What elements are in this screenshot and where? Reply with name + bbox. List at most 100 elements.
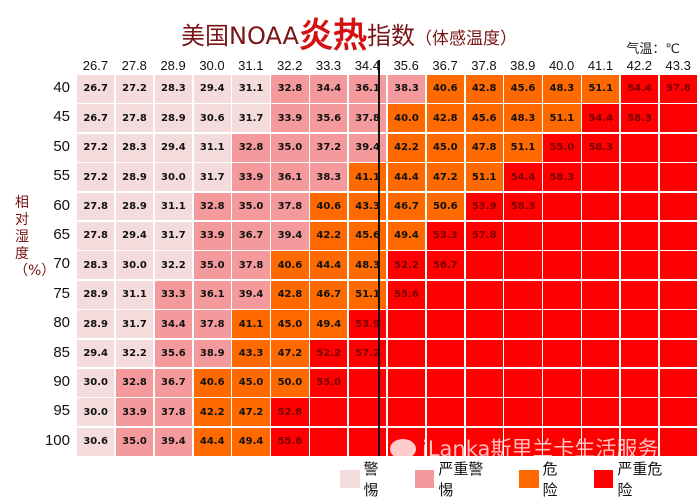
heat-index-cell: 47.2 — [270, 338, 310, 369]
heat-index-cell: 39.4 — [153, 426, 194, 457]
legend-swatch — [414, 470, 435, 488]
heat-index-cell: 54.4 — [619, 74, 660, 104]
heat-index-cell: 34.4 — [309, 74, 349, 104]
heat-index-cell: 44.4 — [386, 162, 427, 193]
heat-index-cell: 32.8 — [192, 191, 232, 222]
heat-index-cell: 48.3 — [503, 103, 543, 134]
heat-index-cell: 48.3 — [347, 250, 388, 281]
heat-index-cell: 54.4 — [503, 162, 543, 193]
heat-index-cell: 55.6 — [270, 426, 310, 457]
row-header-humidity: 90 — [53, 373, 70, 390]
heat-index-cell: 46.7 — [386, 191, 427, 222]
heat-index-cell — [619, 338, 660, 369]
heat-index-cell — [619, 426, 660, 457]
heat-index-cell: 51.1 — [347, 279, 388, 310]
heat-index-cell: 31.7 — [153, 221, 194, 251]
heat-index-cell: 28.9 — [114, 162, 155, 193]
heat-index-cell — [503, 338, 543, 369]
row-header-humidity: 100 — [44, 431, 70, 449]
heat-index-cell — [581, 368, 621, 398]
heat-index-cell: 44.4 — [192, 426, 232, 457]
heat-index-cell: 49.4 — [309, 309, 349, 340]
title-prefix: 美国NOAA — [181, 22, 299, 50]
heat-index-cell — [425, 338, 465, 369]
heat-index-cell — [581, 221, 621, 251]
heat-index-cell — [386, 397, 427, 428]
heat-index-cell — [658, 103, 698, 134]
heat-index-cell: 28.3 — [153, 74, 194, 104]
heat-index-cell: 31.7 — [114, 309, 155, 340]
heat-index-cell: 27.8 — [114, 103, 155, 134]
column-header-temperature: 34.4 — [354, 58, 381, 73]
heat-index-cell: 57.2 — [347, 338, 388, 369]
legend-swatch — [593, 470, 614, 488]
heat-index-cell: 47.2 — [231, 397, 271, 428]
heat-index-cell — [347, 397, 388, 428]
heat-index-cell: 28.9 — [76, 279, 116, 310]
heat-index-cell: 36.1 — [192, 279, 232, 310]
column-header-temperature: 43.3 — [665, 58, 691, 73]
heat-index-cell — [347, 426, 388, 457]
heat-index-cell — [581, 162, 621, 193]
heat-index-cell — [581, 309, 621, 340]
heat-index-cell: 40.6 — [425, 74, 465, 104]
legend-label: 严重警惕 — [438, 460, 484, 499]
divider-line — [378, 60, 380, 456]
legend-label: 严重危险 — [617, 460, 663, 499]
heat-index-cell — [658, 426, 698, 457]
heat-index-cell: 52.2 — [309, 338, 349, 369]
heat-index-cell: 33.9 — [231, 162, 271, 193]
heat-index-cell: 45.6 — [503, 74, 543, 104]
heat-index-cell — [581, 191, 621, 222]
row-header-humidity: 70 — [53, 255, 70, 273]
heat-index-cell: 33.9 — [114, 397, 155, 428]
heat-index-cell: 44.4 — [309, 250, 349, 281]
column-header-temperature: 37.8 — [471, 58, 497, 73]
heat-index-cell: 35.0 — [192, 250, 232, 281]
legend-item: 严重警惕 — [414, 458, 497, 500]
watermark-text: iLanka斯里兰卡生活服务 — [422, 437, 659, 461]
title-highlight: 炎热 — [298, 16, 367, 56]
heat-index-cell: 35.6 — [309, 103, 349, 134]
heat-index-cell: 55.0 — [309, 368, 349, 398]
heat-index-cell: 33.3 — [153, 279, 194, 310]
heat-index-cell — [503, 221, 543, 251]
legend-item: 警惕 — [340, 458, 393, 500]
heat-index-cell: 27.2 — [76, 132, 116, 163]
heat-index-cell: 37.8 — [270, 191, 310, 222]
row-header-humidity: 95 — [53, 402, 70, 420]
heat-index-cell: 58.3 — [619, 103, 660, 134]
heat-index-cell — [619, 397, 660, 428]
heat-index-cell: 42.2 — [386, 132, 427, 163]
row-header-humidity: 60 — [53, 196, 70, 214]
legend: 警惕 严重警惕 危险 严重危险 — [340, 458, 698, 500]
heat-index-cell: 33.9 — [270, 103, 310, 134]
heat-index-cell — [658, 162, 698, 193]
heat-index-cell — [658, 132, 698, 163]
heat-index-cell — [347, 368, 388, 398]
heat-index-cell: 42.8 — [270, 279, 310, 310]
title-suffix: 指数 — [366, 22, 415, 50]
heat-index-cell: 47.2 — [425, 162, 465, 193]
heat-index-cell: 28.3 — [76, 250, 116, 281]
heat-index-cell: 29.4 — [192, 74, 232, 104]
heat-index-cell: 56.7 — [425, 250, 465, 281]
heat-index-cell: 40.0 — [386, 103, 427, 134]
heat-index-cell — [309, 397, 349, 428]
heat-index-cell: 55.6 — [386, 279, 427, 310]
heat-index-cell: 32.8 — [270, 74, 310, 104]
watermark: iLanka斯里兰卡生活服务 — [390, 433, 658, 463]
heat-index-cell: 32.8 — [231, 132, 271, 163]
heat-index-cell — [542, 221, 582, 251]
heat-index-cell: 41.1 — [347, 162, 388, 193]
heat-index-cell: 35.0 — [231, 191, 271, 222]
heat-index-cell: 54.4 — [581, 103, 621, 134]
heat-index-cell — [464, 368, 504, 398]
heat-index-cell: 31.7 — [192, 162, 232, 193]
heat-index-cell: 58.3 — [542, 162, 582, 193]
heat-index-cell — [542, 279, 582, 310]
heat-index-cell — [658, 368, 698, 398]
heat-index-cell: 32.2 — [153, 250, 194, 281]
heat-index-cell: 38.3 — [386, 74, 427, 104]
heat-index-cell: 42.8 — [425, 103, 465, 134]
